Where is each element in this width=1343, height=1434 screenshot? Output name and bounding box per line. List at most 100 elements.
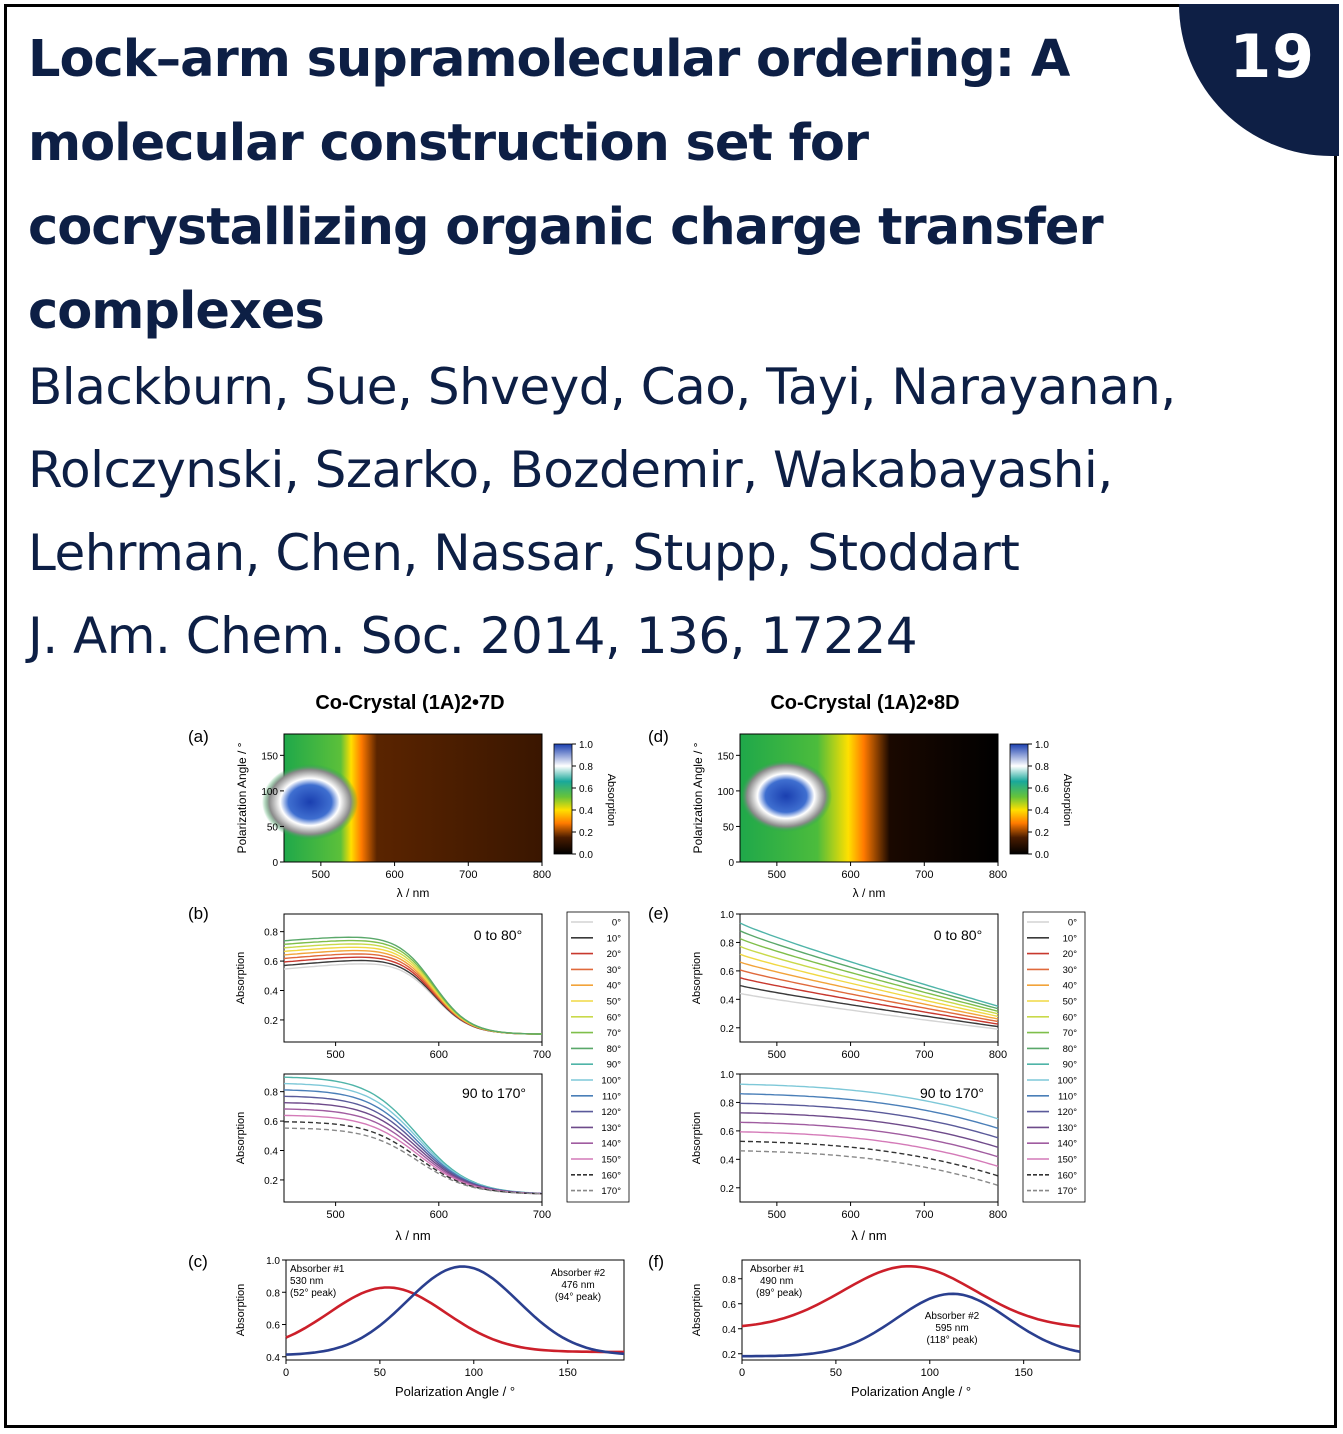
legend-entry: 80°	[1063, 1044, 1078, 1055]
x-tick-label: 0	[739, 1367, 745, 1379]
journal-citation: J. Am. Chem. Soc. 2014, 136, 17224	[28, 607, 918, 665]
y-tick-label: 1.0	[266, 1256, 280, 1267]
plot-c-curves	[285, 1265, 625, 1356]
x-tick-label: 500	[326, 1049, 344, 1061]
legend-entry: 60°	[607, 1012, 622, 1023]
spectrum-170°	[283, 1127, 543, 1195]
y-tick-label: 0.8	[266, 1288, 280, 1299]
panel-label-e: (e)	[648, 904, 669, 923]
plot-b-top-ticks: 500 600 700 0.2 0.4 0.6 0.8	[264, 928, 551, 1061]
spectrum-10°	[283, 959, 542, 1035]
plot-c-xlabel: Polarization Angle / °	[395, 1384, 515, 1399]
panel-label-b: (b)	[188, 904, 209, 923]
legend-entry: 170°	[1057, 1186, 1077, 1197]
colorbar-tick-label: 0.2	[579, 828, 593, 839]
plot-f-abs1-name: Absorber #1	[750, 1264, 805, 1275]
colorbar-tick-label: 0.6	[1035, 784, 1049, 795]
absorber-curve	[285, 1265, 625, 1356]
plot-e-bottom-ticks: 500 600 700 800 0.2 0.4 0.6 0.8 1.0	[720, 1070, 1007, 1221]
plot-c-abs2-name: Absorber #2	[551, 1268, 606, 1279]
y-tick-label: 0.6	[264, 1117, 278, 1128]
legend-entry: 140°	[1057, 1139, 1077, 1150]
y-tick-label: 0.2	[264, 1176, 278, 1187]
spectrum-90°	[739, 922, 999, 1007]
legend-entry: 130°	[1057, 1123, 1077, 1134]
y-tick-label: 0.4	[264, 1147, 278, 1158]
colorbar-a-ticks: 1.0 0.8 0.6 0.4 0.2 0.0	[572, 740, 593, 861]
y-tick-label: 0.8	[720, 938, 734, 949]
paper-title: Lock–arm supramolecular ordering: A mole…	[28, 30, 1104, 341]
plot-c-ylabel: Absorption	[235, 1284, 247, 1337]
x-tick-label: 700	[459, 869, 477, 881]
plot-c-abs1-nm: 530 nm	[290, 1276, 323, 1287]
colorbar-tick-label: 0.2	[1035, 828, 1049, 839]
heatmap-d-xlabel: λ / nm	[853, 886, 886, 900]
plot-b-bottom-ticks: 500 600 700 0.2 0.4 0.6 0.8	[264, 1088, 551, 1221]
plot-c	[285, 1259, 625, 1361]
x-tick-label: 800	[989, 869, 1007, 881]
legend-entry: 100°	[1057, 1076, 1077, 1087]
colorbar-tick-label: 1.0	[1035, 740, 1049, 751]
x-tick-label: 150	[1014, 1367, 1032, 1379]
legend-entry: 150°	[601, 1155, 621, 1166]
spectrum-10°	[739, 984, 999, 1028]
spectrum-170°	[739, 1150, 999, 1187]
authors-line-3: Lehrman, Chen, Nassar, Stupp, Stoddart	[28, 524, 1020, 582]
x-tick-label: 700	[915, 869, 933, 881]
plot-f-abs2-name: Absorber #2	[925, 1311, 980, 1322]
spectrum-150°	[739, 1131, 999, 1167]
panel-label-f: (f)	[648, 1252, 664, 1271]
spectrum-160°	[739, 1140, 999, 1177]
spectrum-70°	[739, 937, 999, 1012]
panel-d: (d) Polarization Angle / ° λ / nm Absorp…	[648, 727, 1073, 900]
plot-e-top-curves	[739, 922, 999, 1030]
authors-line-1: Blackburn, Sue, Shveyd, Cao, Tayi, Naray…	[28, 358, 1176, 416]
spectrum-60°	[283, 943, 543, 1035]
colorbar-tick-label: 1.0	[579, 740, 593, 751]
x-tick-label: 500	[768, 1209, 786, 1221]
y-tick-label: 150	[261, 751, 278, 762]
x-tick-label: 700	[915, 1209, 933, 1221]
plot-e-xlabel: λ / nm	[851, 1228, 886, 1243]
plot-b-bottom-range: 90 to 170°	[462, 1085, 526, 1101]
spectrum-100°	[739, 1083, 999, 1120]
y-tick-label: 0.4	[720, 1155, 734, 1166]
plot-b-top-ylabel: Absorption	[235, 952, 247, 1005]
panel-a: (a) Polarization Angle / ° λ / nm Absorp…	[188, 727, 617, 900]
spectrum-110°	[739, 1093, 999, 1129]
plot-f-ticks: 0 50 100 150 0.2 0.4 0.6 0.8	[722, 1275, 1033, 1379]
spectrum-70°	[283, 939, 543, 1035]
colorbar-d-ticks: 1.0 0.8 0.6 0.4 0.2 0.0	[1028, 740, 1049, 861]
y-tick-label: 0.4	[720, 995, 734, 1006]
authors-line-2: Rolczynski, Szarko, Bozdemir, Wakabayash…	[28, 441, 1113, 499]
spectrum-60°	[739, 945, 999, 1015]
plot-c-abs1-name: Absorber #1	[290, 1264, 345, 1275]
legend-entry: 10°	[1063, 933, 1078, 944]
legend-entry: 160°	[1057, 1170, 1077, 1181]
colorbar-a: Absorption	[553, 743, 617, 855]
legend-entry: 170°	[601, 1186, 621, 1197]
x-tick-label: 600	[430, 1209, 448, 1221]
legend-b: 0° 10° 20° 30° 40° 50° 60° 70° 80° 90° 100° 110° 120…	[566, 911, 630, 1203]
y-tick-label: 0.4	[264, 987, 278, 998]
plot-e-bottom-ylabel: Absorption	[691, 1112, 703, 1165]
x-tick-label: 100	[465, 1367, 483, 1379]
legend-entry: 70°	[607, 1028, 622, 1039]
legend-entry: 20°	[1063, 949, 1078, 960]
y-tick-label: 0.6	[266, 1321, 280, 1332]
absorber-curve	[285, 1286, 624, 1354]
legend-box	[566, 911, 630, 1203]
spectrum-30°	[739, 969, 999, 1023]
x-tick-label: 800	[533, 869, 551, 881]
plot-b-bottom-curves	[283, 1076, 543, 1195]
x-tick-label: 150	[558, 1367, 576, 1379]
y-tick-label: 0.4	[722, 1325, 736, 1336]
legend-entry: 90°	[1063, 1060, 1078, 1071]
panel-e: (e) 0 to 80° Absorption 90 to 170° Absor…	[648, 904, 999, 1243]
x-tick-label: 0	[283, 1367, 289, 1379]
panel-c: (c) Absorption Polarization Angle / ° Ab…	[188, 1252, 625, 1399]
panel-label-c: (c)	[188, 1252, 208, 1271]
legend-entry: 30°	[1063, 965, 1078, 976]
colorbar-tick-label: 0.8	[1035, 762, 1049, 773]
x-tick-label: 800	[989, 1049, 1007, 1061]
